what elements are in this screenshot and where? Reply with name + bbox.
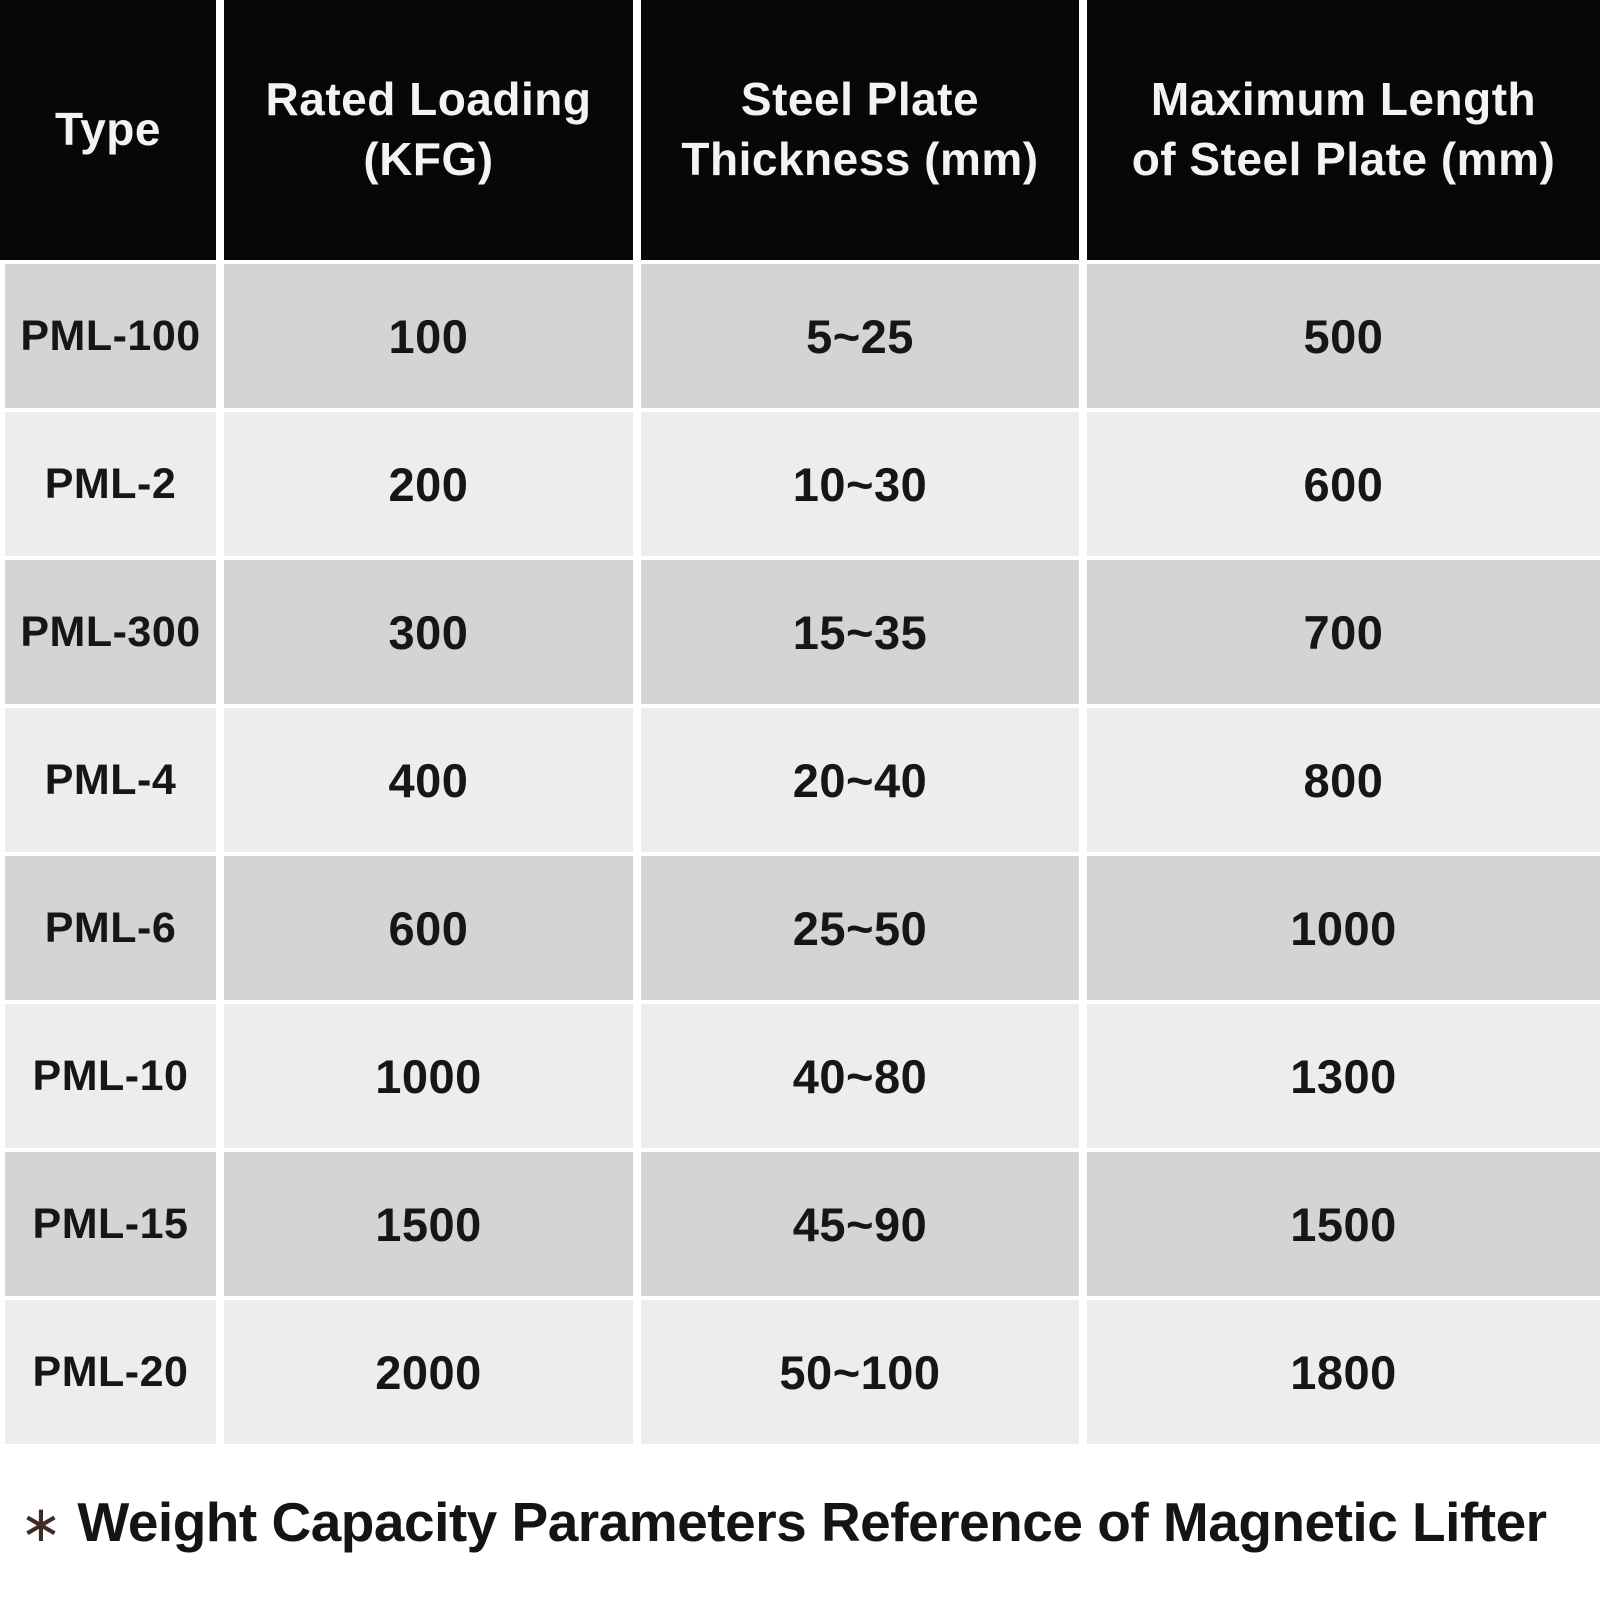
cell-rated-loading: 100 [224, 264, 633, 408]
header-label: Type [55, 103, 161, 156]
cell-max-length: 600 [1087, 412, 1600, 556]
cell-thickness: 50~100 [641, 1300, 1079, 1444]
header-cell-rated-loading: Rated Loading (KFG) [224, 0, 633, 260]
cell-thickness: 5~25 [641, 264, 1079, 408]
cell-rated-loading: 1000 [224, 1004, 633, 1148]
cell-rated-loading: 1500 [224, 1152, 633, 1296]
cell-max-length: 1500 [1087, 1152, 1600, 1296]
cell-max-length: 700 [1087, 560, 1600, 704]
cell-type: PML-20 [5, 1300, 216, 1444]
cell-thickness: 40~80 [641, 1004, 1079, 1148]
cell-thickness: 15~35 [641, 560, 1079, 704]
spec-table: Type Rated Loading (KFG) Steel Plate Thi… [0, 0, 1600, 1444]
cell-max-length: 1000 [1087, 856, 1600, 1000]
spec-table-page: Type Rated Loading (KFG) Steel Plate Thi… [0, 0, 1600, 1554]
header-label: Rated Loading [265, 73, 592, 126]
cell-max-length: 500 [1087, 264, 1600, 408]
cell-thickness: 10~30 [641, 412, 1079, 556]
cell-rated-loading: 300 [224, 560, 633, 704]
cell-thickness: 45~90 [641, 1152, 1079, 1296]
header-label: of Steel Plate (mm) [1131, 133, 1556, 185]
cell-rated-loading: 200 [224, 412, 633, 556]
cell-type: PML-100 [5, 264, 216, 408]
header-label: Thickness (mm) [681, 133, 1039, 185]
cell-type: PML-2 [5, 412, 216, 556]
cell-rated-loading: 400 [224, 708, 633, 852]
cell-rated-loading: 600 [224, 856, 633, 1000]
cell-type: PML-10 [5, 1004, 216, 1148]
cell-thickness: 20~40 [641, 708, 1079, 852]
cell-rated-loading: 2000 [224, 1300, 633, 1444]
footnote-text: Weight Capacity Parameters Reference of … [77, 1491, 1547, 1553]
cell-type: PML-6 [5, 856, 216, 1000]
cell-type: PML-300 [5, 560, 216, 704]
cell-thickness: 25~50 [641, 856, 1079, 1000]
cell-max-length: 1800 [1087, 1300, 1600, 1444]
header-label: Steel Plate [740, 73, 980, 126]
header-cell-steel-plate-thickness: Steel Plate Thickness (mm) [641, 0, 1079, 260]
cell-max-length: 1300 [1087, 1004, 1600, 1148]
asterisk-icon: ∗ [20, 1496, 62, 1552]
cell-type: PML-4 [5, 708, 216, 852]
cell-max-length: 800 [1087, 708, 1600, 852]
header-label: (KFG) [363, 133, 494, 185]
header-cell-max-length: Maximum Length of Steel Plate (mm) [1087, 0, 1600, 260]
header-label: Maximum Length [1150, 73, 1537, 126]
table-footnote: ∗ Weight Capacity Parameters Reference of… [0, 1490, 1600, 1554]
header-cell-type: Type [0, 0, 216, 260]
cell-type: PML-15 [5, 1152, 216, 1296]
